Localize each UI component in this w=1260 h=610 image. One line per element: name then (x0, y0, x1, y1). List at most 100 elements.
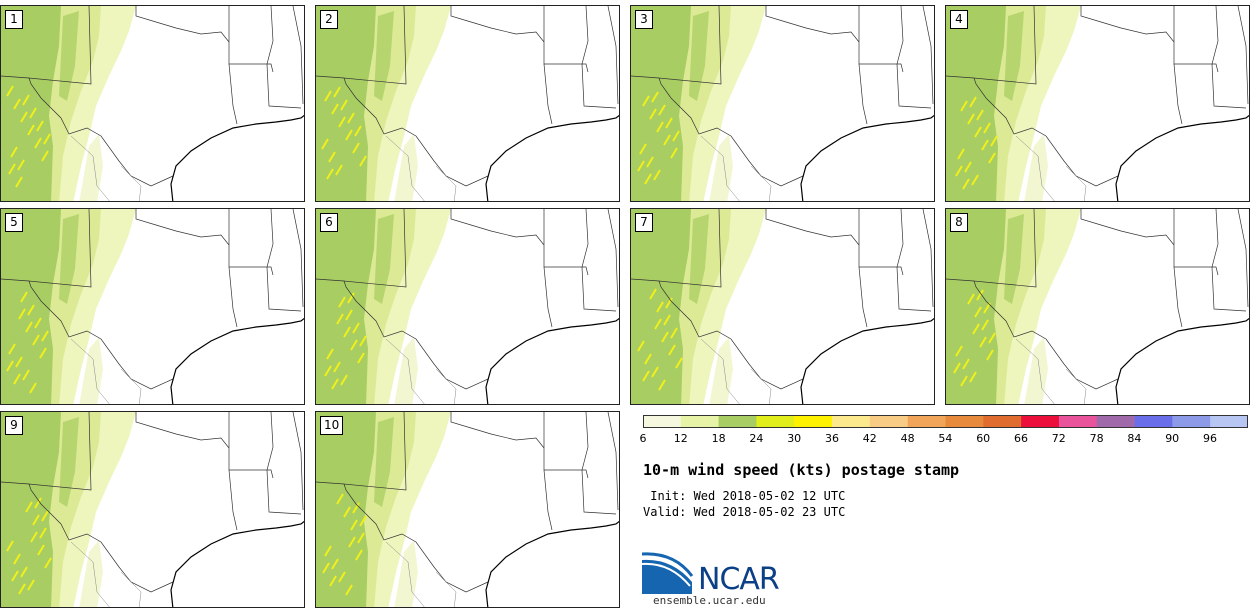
wind-streak (324, 365, 332, 377)
coastline (800, 317, 934, 404)
state-border-louisiana (543, 469, 553, 531)
colorbar-swatch (680, 415, 720, 428)
colorbar-swatch (907, 415, 946, 428)
wind-streak (335, 164, 343, 176)
wind-field-strong (631, 6, 691, 201)
wind-streak (347, 112, 355, 124)
wind-streak (986, 349, 994, 361)
wind-field-strong (689, 214, 709, 304)
mexico-boundary (70, 541, 142, 607)
wind-streak (343, 326, 351, 338)
colorbar-swatch (945, 415, 984, 428)
colorbar-tick-label: 6 (639, 432, 647, 445)
wind-streak (345, 309, 353, 321)
wind-streak (15, 356, 23, 368)
colorbar-tick-label: 42 (862, 432, 877, 445)
wind-streak (637, 340, 645, 352)
state-border-alabama (1237, 209, 1249, 308)
state-border-louisiana (1173, 63, 1183, 125)
wind-streak (644, 353, 652, 365)
state-border-alabama (607, 6, 619, 105)
colorbar-border (643, 415, 1248, 428)
wind-streak (25, 501, 33, 513)
wind-streak (39, 527, 47, 539)
wind-streak (32, 334, 40, 346)
state-border-oklahoma (135, 209, 230, 246)
member-number: 1 (5, 10, 23, 29)
wind-streak (359, 335, 367, 347)
wind-field-strong (316, 209, 376, 404)
wind-streak (27, 124, 35, 136)
state-border-louisiana (228, 266, 238, 328)
wind-streak (639, 143, 647, 155)
mexico-boundary (700, 135, 772, 201)
state-border-oklahoma (450, 209, 545, 246)
wind-field-light (79, 134, 103, 201)
wind-field-strong (1004, 214, 1024, 304)
wind-streak (34, 497, 42, 509)
state-border-mississippi (581, 6, 617, 109)
wind-streak (953, 362, 961, 374)
member-map-1: 1 (0, 5, 305, 202)
wind-streak (328, 151, 336, 163)
wind-streak (41, 330, 49, 342)
wind-streak (962, 358, 970, 370)
state-border-alabama (607, 209, 619, 308)
wind-streak (651, 91, 659, 103)
wind-streak (326, 348, 334, 360)
state-border-nm (631, 278, 660, 282)
state-border-alabama (922, 209, 934, 308)
wind-streak (43, 133, 51, 145)
wind-streak (960, 375, 968, 387)
wind-streak (960, 100, 968, 112)
ncar-logo-icon (642, 552, 694, 594)
wind-streak (969, 371, 977, 383)
state-border-nm (316, 278, 345, 282)
wind-streak (333, 86, 341, 98)
wind-streak (350, 339, 358, 351)
wind-streak (957, 148, 965, 160)
state-border-arkansas (1173, 6, 1219, 73)
wind-streak (665, 117, 673, 129)
state-border-nm (946, 75, 975, 79)
coastline (485, 114, 619, 201)
wind-streak (644, 173, 652, 185)
wind-streak (326, 168, 334, 180)
colorbar-tick-label: 66 (1014, 432, 1028, 445)
member-map-8: 8 (945, 208, 1250, 405)
state-border-louisiana (858, 63, 868, 125)
wind-field-light (394, 337, 418, 404)
wind-map (1, 6, 304, 201)
wind-field-light (394, 134, 418, 201)
wind-streak (32, 514, 40, 526)
colorbar-tick-label: 36 (825, 432, 839, 445)
state-border-nm (316, 481, 345, 485)
mexico-boundary (385, 541, 457, 607)
state-border-mississippi (1211, 6, 1247, 109)
wind-streak (348, 536, 356, 548)
colorbar-swatch (1096, 415, 1136, 428)
colorbar-tick-label: 30 (787, 432, 802, 445)
wind-streak (20, 111, 28, 123)
wind-streak (13, 98, 21, 110)
wind-field-strong (1004, 11, 1024, 101)
wind-streak (653, 169, 661, 181)
colorbar-tick-label: 54 (938, 432, 953, 445)
wind-streak (338, 116, 346, 128)
chart-title: 10-m wind speed (kts) postage stamp (643, 461, 960, 479)
wind-streak (352, 322, 360, 334)
wind-streak (37, 544, 45, 556)
colorbar-tick-label: 12 (673, 432, 688, 445)
coastline (170, 520, 304, 607)
state-border-arkansas (228, 209, 274, 276)
wind-streak (983, 122, 991, 134)
wind-streak (672, 130, 680, 142)
wind-streak (44, 557, 52, 569)
state-border-louisiana (858, 266, 868, 328)
state-border-alabama (922, 6, 934, 105)
wind-streak (649, 108, 657, 120)
wind-streak (964, 161, 972, 173)
wind-map (1, 412, 304, 607)
member-number: 10 (320, 416, 344, 435)
wind-streak (971, 174, 979, 186)
